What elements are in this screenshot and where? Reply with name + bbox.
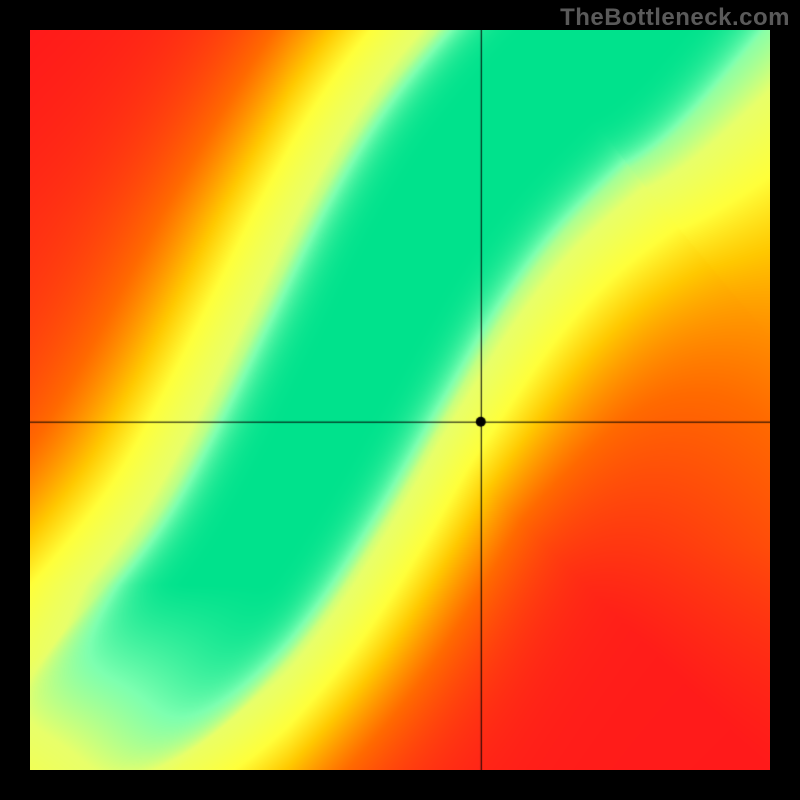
- heatmap-canvas: [30, 30, 770, 770]
- heatmap-plot: [30, 30, 770, 770]
- chart-container: TheBottleneck.com: [0, 0, 800, 800]
- watermark-text: TheBottleneck.com: [560, 4, 790, 32]
